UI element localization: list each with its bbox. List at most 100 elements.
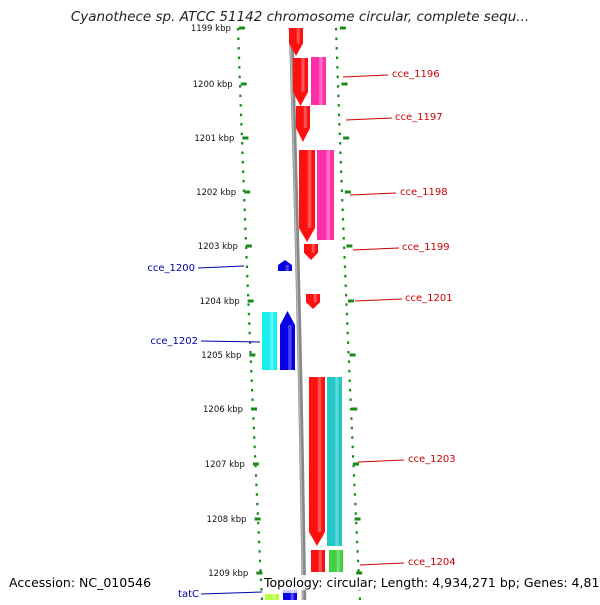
leader-line-tatC (200, 591, 263, 595)
gene-arrow-top-shine (296, 28, 300, 44)
gene-arrow-cce_1200-shine (285, 264, 289, 271)
feature-cce_1203-product-body (327, 377, 342, 546)
gene-arrow-top (289, 28, 303, 56)
gene-arrow-cce_1201-shine (313, 294, 317, 303)
feature-cce_1198-product-shine (326, 150, 331, 240)
outer-ruler-tick (341, 82, 348, 86)
gene-arrow-cce_1199 (304, 244, 318, 260)
feature-cce_1198-product (317, 150, 334, 240)
outer-ruler-tick (343, 136, 350, 140)
gene-arrow-cce_1204-shine (318, 550, 322, 572)
outer-ruler-tick (348, 299, 355, 303)
ruler-tick (247, 299, 254, 303)
gene-arrow-cce_1200 (278, 260, 292, 271)
backbone-highlight (289, 27, 304, 601)
gene-features (262, 28, 343, 600)
outer-ruler-tick (351, 407, 358, 411)
outer-ruler-tick (339, 26, 346, 30)
gene-labels: cce_1196 cce_1197 cce_1198 cce_1199 cce_1201… (147, 69, 455, 600)
feature-tatC-left-shine (272, 594, 276, 600)
ruler-tick-label: 1205 kbp (201, 351, 241, 361)
gene-arrow-cce_1202 (280, 311, 295, 370)
gene-label-cce_1196[interactable]: cce_1196 (392, 69, 440, 80)
gene-arrow-cce_1202-shine (288, 325, 292, 370)
feature-cce_1202-product (262, 312, 277, 370)
outer-ruler-tick (352, 462, 359, 466)
dotted-guide-curves (236, 27, 362, 601)
ruler-tick (244, 190, 251, 194)
outer-ruler-tick (354, 517, 361, 521)
gene-arrow-cce_1196-body (293, 58, 308, 106)
ruler-tick (249, 353, 256, 357)
genome-summary-text: Topology: circular; Length: 4,934,271 bp… (264, 575, 600, 590)
gene-label-cce_1200[interactable]: cce_1200 (147, 263, 195, 274)
gene-arrow-cce_1201-body (306, 294, 320, 309)
inner-guide-curve (236, 27, 264, 601)
leader-line-cce_1204 (359, 562, 405, 566)
gene-arrow-cce_1203-shine (317, 377, 322, 532)
ruler-tick-label: 1207 kbp (205, 460, 245, 470)
ruler-tick-label: 1199 kbp (191, 24, 231, 34)
gene-label-cce_1199[interactable]: cce_1199 (402, 242, 450, 253)
gene-label-cce_1198[interactable]: cce_1198 (400, 187, 448, 198)
accession-text: Accession: NC_010546 (9, 575, 152, 590)
ruler-tick-label: 1201 kbp (194, 134, 234, 144)
ruler-tick-label: 1204 kbp (200, 297, 240, 307)
gene-arrow-cce_1201 (306, 294, 320, 309)
gene-arrow-cce_1203-body (309, 377, 325, 546)
feature-cce_1203-product-shine (335, 377, 339, 546)
ruler-tick-label: 1209 kbp (208, 569, 248, 579)
feature-cce_1202-product-shine (270, 312, 274, 370)
gene-arrow-cce_1204-body (311, 550, 325, 572)
feature-tatC-left (265, 594, 279, 600)
leader-line-cce_1199 (352, 247, 400, 251)
outer-guide-curve (334, 27, 362, 601)
gene-arrow-cce_1202-body (280, 311, 295, 370)
gene-label-cce_1203[interactable]: cce_1203 (408, 454, 456, 465)
outer-ruler-tick (344, 190, 351, 194)
gene-arrow-cce_1200-body (278, 260, 292, 271)
position-ruler: 1199 kbp 1200 kbp 1201 kbp 1202 kbp 1203 kbp… (191, 24, 363, 579)
gene-arrow-cce_1196-shine (301, 58, 305, 92)
gene-arrow-cce_1197-shine (303, 106, 307, 128)
map-title: Cyanothece sp. ATCC 51142 chromosome cir… (70, 9, 530, 25)
ruler-tick (238, 26, 245, 30)
ruler-tick (240, 82, 247, 86)
gene-arrow-cce_1204 (311, 550, 325, 572)
feature-cce_1204-product-shine (336, 550, 340, 572)
gene-arrow-cce_1196 (293, 58, 308, 106)
gene-arrow-cce_1198-body (299, 150, 315, 242)
ruler-tick (245, 244, 252, 248)
gene-label-cce_1201[interactable]: cce_1201 (405, 293, 453, 304)
gene-label-cce_1197[interactable]: cce_1197 (395, 112, 443, 123)
gene-arrow-cce_1199-body (304, 244, 318, 260)
leader-line-cce_1198 (349, 192, 397, 196)
ruler-tick-label: 1200 kbp (193, 80, 233, 90)
feature-cce_1196-product (311, 57, 326, 105)
leader-line-cce_1202 (200, 340, 261, 343)
ruler-tick (252, 462, 259, 466)
gene-label-cce_1204[interactable]: cce_1204 (408, 557, 456, 568)
feature-cce_1203-product (327, 377, 342, 546)
gene-arrow-cce_1197 (296, 106, 310, 142)
backbone-line (288, 27, 307, 601)
feature-cce_1204-product-body (329, 550, 343, 572)
leader-line-cce_1196 (342, 74, 389, 78)
gene-label-tatC[interactable]: tatC (178, 589, 199, 600)
gene-arrow-cce_1199-shine (311, 244, 315, 253)
ruler-tick (242, 136, 249, 140)
gene-label-cce_1202[interactable]: cce_1202 (150, 336, 198, 347)
ruler-tick-label: 1206 kbp (203, 405, 243, 415)
gene-arrow-tatC-body (283, 593, 297, 600)
ruler-tick (251, 407, 258, 411)
leader-line-cce_1197 (345, 117, 393, 121)
feature-cce_1202-product-body (262, 312, 277, 370)
gene-arrow-cce_1198 (299, 150, 315, 242)
ruler-tick-label: 1208 kbp (207, 515, 247, 525)
ruler-tick (256, 571, 263, 575)
chromosome-backbone (288, 27, 307, 601)
ruler-tick (254, 517, 261, 521)
outer-ruler-tick (356, 571, 363, 575)
